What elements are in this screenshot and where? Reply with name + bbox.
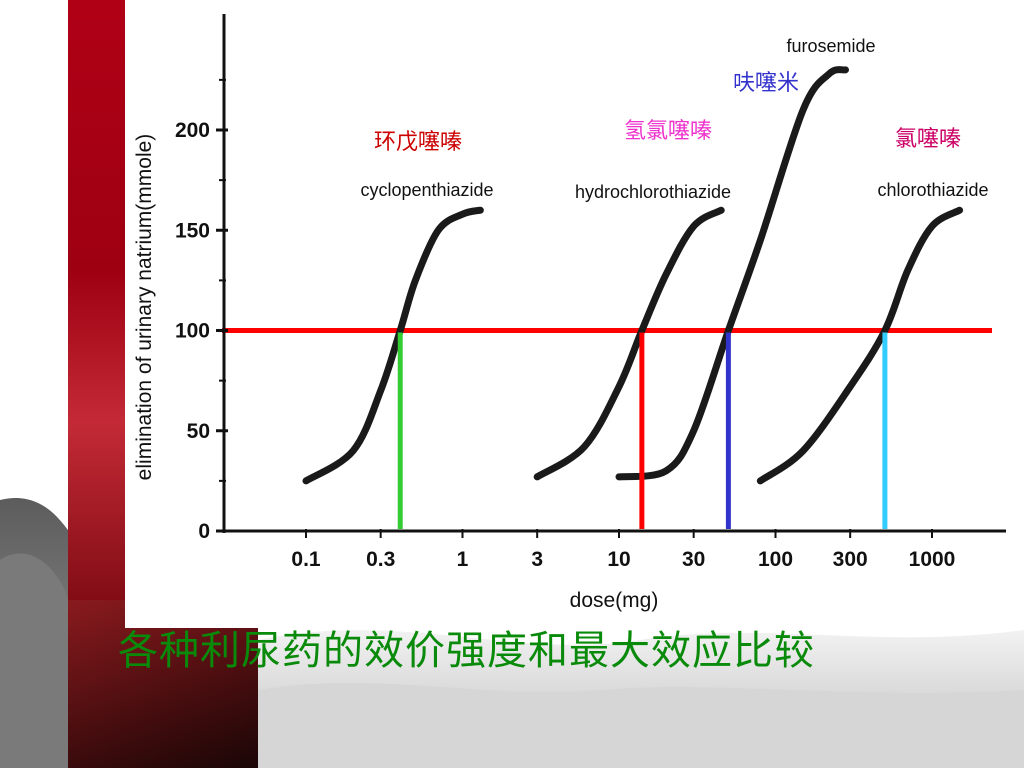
slide-caption: 各种利尿药的效价强度和最大效应比较 xyxy=(118,628,815,674)
x-tick-label: 0.1 xyxy=(291,548,321,571)
x-tick-label: 3 xyxy=(531,548,543,571)
y-axis-label: elimination of urinary natrium(mmole) xyxy=(133,134,156,481)
series-label-cn-furosemide: 呋噻米 xyxy=(733,71,799,96)
y-tick-label: 200 xyxy=(175,119,210,142)
y-tick-label: 100 xyxy=(175,320,210,343)
x-tick-label: 1 xyxy=(457,548,469,571)
x-tick-label: 30 xyxy=(682,548,705,571)
x-tick-label: 300 xyxy=(833,548,868,571)
y-tick-label: 0 xyxy=(198,520,210,543)
x-tick-label: 0.3 xyxy=(366,548,395,571)
series-label-cn-chlorothiazide: 氯噻嗪 xyxy=(895,127,961,152)
series-label-chlorothiazide: chlorothiazide xyxy=(877,180,988,200)
chart-panel xyxy=(125,0,1024,628)
x-tick-label: 1000 xyxy=(909,548,956,571)
curve-chlorothiazide xyxy=(756,206,964,485)
series-label-cyclopenthiazide: cyclopenthiazide xyxy=(360,180,493,200)
curve-furosemide xyxy=(615,66,849,481)
y-tick-label: 50 xyxy=(187,420,210,443)
series-label-furosemide: furosemide xyxy=(786,36,875,56)
series-label-cn-cyclopenthiazide: 环戊噻嗪 xyxy=(374,130,462,155)
x-tick-label: 100 xyxy=(758,548,793,571)
series-label-hydrochlorothiazide: hydrochlorothiazide xyxy=(575,182,731,202)
x-axis-label: dose(mg) xyxy=(570,589,659,612)
curve-hydrochlorothiazide xyxy=(533,206,725,481)
y-tick-label: 150 xyxy=(175,219,210,242)
x-tick-label: 10 xyxy=(607,548,630,571)
curve-cyclopenthiazide xyxy=(302,206,484,485)
decorative-red-strip-lower xyxy=(68,600,258,768)
series-label-cn-hydrochlorothiazide: 氢氯噻嗪 xyxy=(624,119,712,144)
